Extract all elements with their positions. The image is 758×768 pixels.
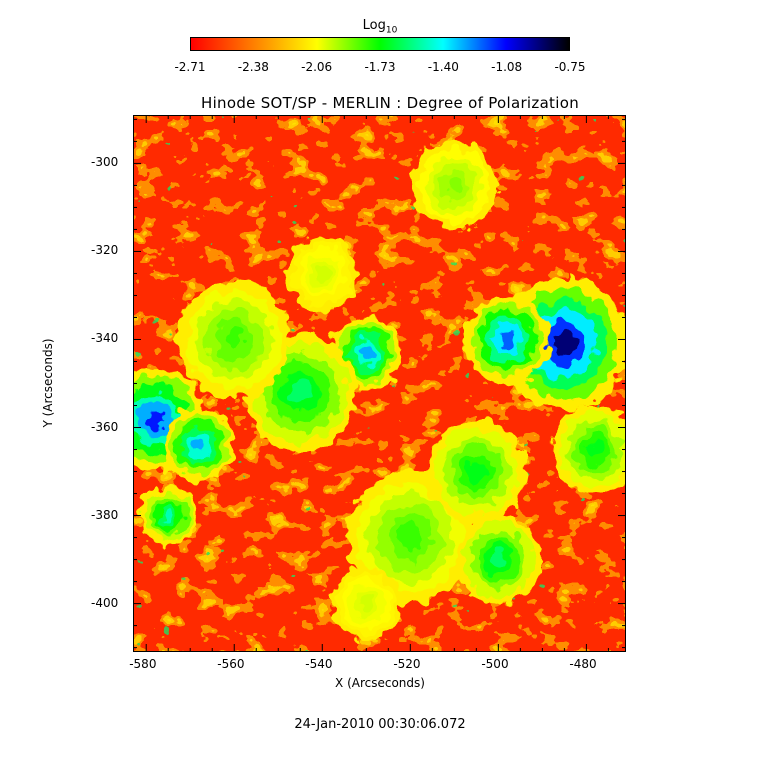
y-axis-label: Y (Arcseconds) <box>41 338 55 428</box>
y-tick-label: -380 <box>91 507 119 522</box>
x-tick-label: -520 <box>393 657 421 671</box>
colorbar-tick-label: -2.71 <box>174 60 206 74</box>
polarization-feature <box>587 441 604 458</box>
polarization-feature <box>315 266 329 281</box>
y-tick-label: -320 <box>91 243 119 258</box>
colorbar-tick-label: -1.08 <box>491 60 523 74</box>
polarization-feature <box>162 510 174 522</box>
colorbar-tick-label: -1.40 <box>427 60 459 74</box>
polarization-feature <box>467 461 486 482</box>
colorbar-tick-label: -1.73 <box>364 60 396 74</box>
x-axis-label: X (Arcseconds) <box>335 676 425 690</box>
heatmap-plot <box>133 115 626 652</box>
colorbar-tick-label: -2.06 <box>301 60 333 74</box>
x-tick-label: -480 <box>569 657 597 671</box>
polarization-feature <box>223 328 245 351</box>
chart-title: Hinode SOT/SP - MERLIN : Degree of Polar… <box>200 94 579 112</box>
polarization-feature <box>359 596 373 611</box>
colorbar-title: Log10 <box>362 18 398 36</box>
x-tick-label: -560 <box>217 657 245 671</box>
timestamp: 24-Jan-2010 00:30:06.072 <box>294 717 466 732</box>
x-tick-label: -580 <box>129 657 157 671</box>
polarization-feature <box>192 438 206 453</box>
y-tick-label: -400 <box>91 595 119 610</box>
colorbar-tick-label: -0.75 <box>554 60 586 74</box>
y-tick-label: -300 <box>91 155 119 170</box>
x-tick-label: -500 <box>481 657 509 671</box>
plot-frame <box>133 115 626 652</box>
y-tick-label: -340 <box>91 331 119 346</box>
polarization-feature <box>499 331 516 348</box>
polarization-feature <box>145 409 165 429</box>
x-tick-label: -540 <box>305 657 333 671</box>
polarization-feature <box>289 381 311 404</box>
polarization-feature <box>359 345 373 360</box>
polarization-feature <box>446 177 463 194</box>
y-tick-label: -360 <box>91 419 119 434</box>
polarization-feature <box>490 551 507 568</box>
plot-area: -580 -560 -540 -520 -500 -480 -300 -320 -340 -360… <box>91 115 626 671</box>
polarization-feature <box>398 525 423 551</box>
colorbar <box>190 37 570 51</box>
polarization-feature <box>552 331 577 357</box>
colorbar-tick-label: -2.38 <box>237 60 269 74</box>
